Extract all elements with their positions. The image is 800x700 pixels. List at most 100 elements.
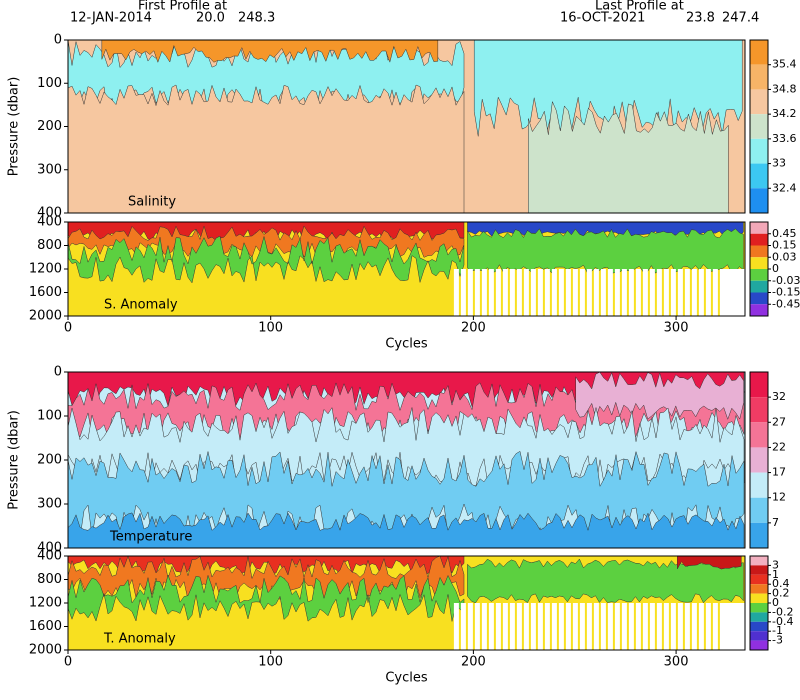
colorbar-segment xyxy=(750,631,768,641)
colorbar-label: 3 xyxy=(772,558,779,571)
colorbar-segment xyxy=(750,397,768,423)
colorbar-segment xyxy=(750,621,768,632)
colorbar-segment xyxy=(750,522,768,548)
panel-title: T. Anomaly xyxy=(103,632,176,647)
y-tick-label: 800 xyxy=(37,238,62,253)
colorbar-label: 7 xyxy=(772,516,779,529)
no-data xyxy=(712,603,718,650)
no-data xyxy=(509,269,515,316)
colorbar-segment xyxy=(750,447,768,473)
no-data xyxy=(705,269,711,316)
no-data xyxy=(502,603,508,650)
colorbar-label: 35.4 xyxy=(772,58,797,71)
no-data xyxy=(558,269,564,316)
no-data xyxy=(593,603,599,650)
colorbar-label: -0.4 xyxy=(772,615,793,628)
colorbar-segment xyxy=(750,257,768,269)
colorbar-frame xyxy=(749,371,769,549)
no-data xyxy=(558,603,564,650)
no-data xyxy=(663,269,669,316)
colorbar-label: 0.03 xyxy=(772,250,797,263)
y-tick-label: 100 xyxy=(37,76,62,91)
colorbar-segment xyxy=(750,40,768,65)
no-data xyxy=(723,603,745,650)
colorbar-segment xyxy=(750,163,768,189)
no-data xyxy=(614,603,620,650)
y-tick-label: 1200 xyxy=(29,596,62,611)
y-tick-label: 2000 xyxy=(29,309,62,324)
colorbar-label: 34.2 xyxy=(772,107,797,120)
no-data xyxy=(705,603,711,650)
panel: 0 100 200 300 400 Pressure (dbar) Salinity 35.4… xyxy=(7,33,797,221)
no-data xyxy=(579,269,585,316)
no-data xyxy=(691,269,697,316)
colorbar-segment xyxy=(750,280,768,293)
contour-fill xyxy=(575,371,744,421)
no-data xyxy=(453,603,459,650)
last-lat: 23.8 xyxy=(686,11,715,26)
first-lat: 20.0 xyxy=(196,11,225,26)
colorbar-segment xyxy=(750,556,768,566)
no-data xyxy=(628,603,634,650)
first-lon: 248.3 xyxy=(238,11,275,26)
colorbar-label: -1 xyxy=(772,624,783,637)
no-data xyxy=(516,269,522,316)
no-data xyxy=(474,269,480,316)
panel-title: Salinity xyxy=(128,195,176,210)
no-data xyxy=(600,269,606,316)
no-data xyxy=(495,269,501,316)
no-data xyxy=(642,269,648,316)
no-data xyxy=(565,269,571,316)
contour-fill xyxy=(467,228,744,274)
no-data xyxy=(691,603,697,650)
no-data xyxy=(523,603,529,650)
x-axis-label: Cycles xyxy=(385,671,428,686)
colorbar-segment xyxy=(750,584,768,594)
colorbar-label: 1 xyxy=(772,568,779,581)
x-axis-label: Cycles xyxy=(385,337,428,352)
no-data xyxy=(677,603,683,650)
colorbar-segment xyxy=(750,422,768,448)
no-data xyxy=(684,603,690,650)
no-data xyxy=(516,603,522,650)
colorbar-segment xyxy=(750,292,768,305)
no-data xyxy=(586,269,592,316)
colorbar-segment xyxy=(750,593,768,603)
colorbar-label: -0.2 xyxy=(772,605,793,618)
no-data xyxy=(537,269,543,316)
no-data xyxy=(467,603,473,650)
colorbar-segment xyxy=(750,472,768,498)
last-date: 16-OCT-2021 xyxy=(560,11,645,26)
y-tick-label: 2000 xyxy=(29,643,62,658)
panel-title: Temperature xyxy=(109,530,192,545)
no-data xyxy=(628,269,634,316)
no-data xyxy=(649,269,655,316)
colorbar-frame xyxy=(749,39,769,214)
y-axis-label: Pressure (dbar) xyxy=(7,77,22,177)
colorbar-label: 0.15 xyxy=(772,239,797,252)
y-tick-label: 100 xyxy=(37,409,62,424)
x-tick-label: 0 xyxy=(64,321,72,336)
no-data xyxy=(670,603,676,650)
y-tick-label: 400 xyxy=(37,206,62,221)
y-tick-label: 1600 xyxy=(29,285,62,300)
colorbar-label: 0 xyxy=(772,262,779,275)
no-data xyxy=(488,269,494,316)
no-data xyxy=(544,269,550,316)
colorbar-segment xyxy=(750,372,768,398)
colorbar-label: 0.2 xyxy=(772,587,790,600)
colorbar-label: 17 xyxy=(772,466,786,479)
colorbar-label: -0.15 xyxy=(772,286,800,299)
colorbar-segment xyxy=(750,64,768,90)
colorbar-label: 22 xyxy=(772,440,786,453)
no-data xyxy=(642,603,648,650)
contour-fill xyxy=(467,558,744,604)
colorbar-segment xyxy=(750,612,768,622)
first-date: 12-JAN-2014 xyxy=(70,11,152,26)
colorbar-label: 33 xyxy=(772,157,786,170)
no-data xyxy=(530,603,536,650)
no-data xyxy=(460,269,466,316)
colorbar-segment xyxy=(750,574,768,585)
no-data xyxy=(544,603,550,650)
colorbar-segment xyxy=(750,565,768,575)
